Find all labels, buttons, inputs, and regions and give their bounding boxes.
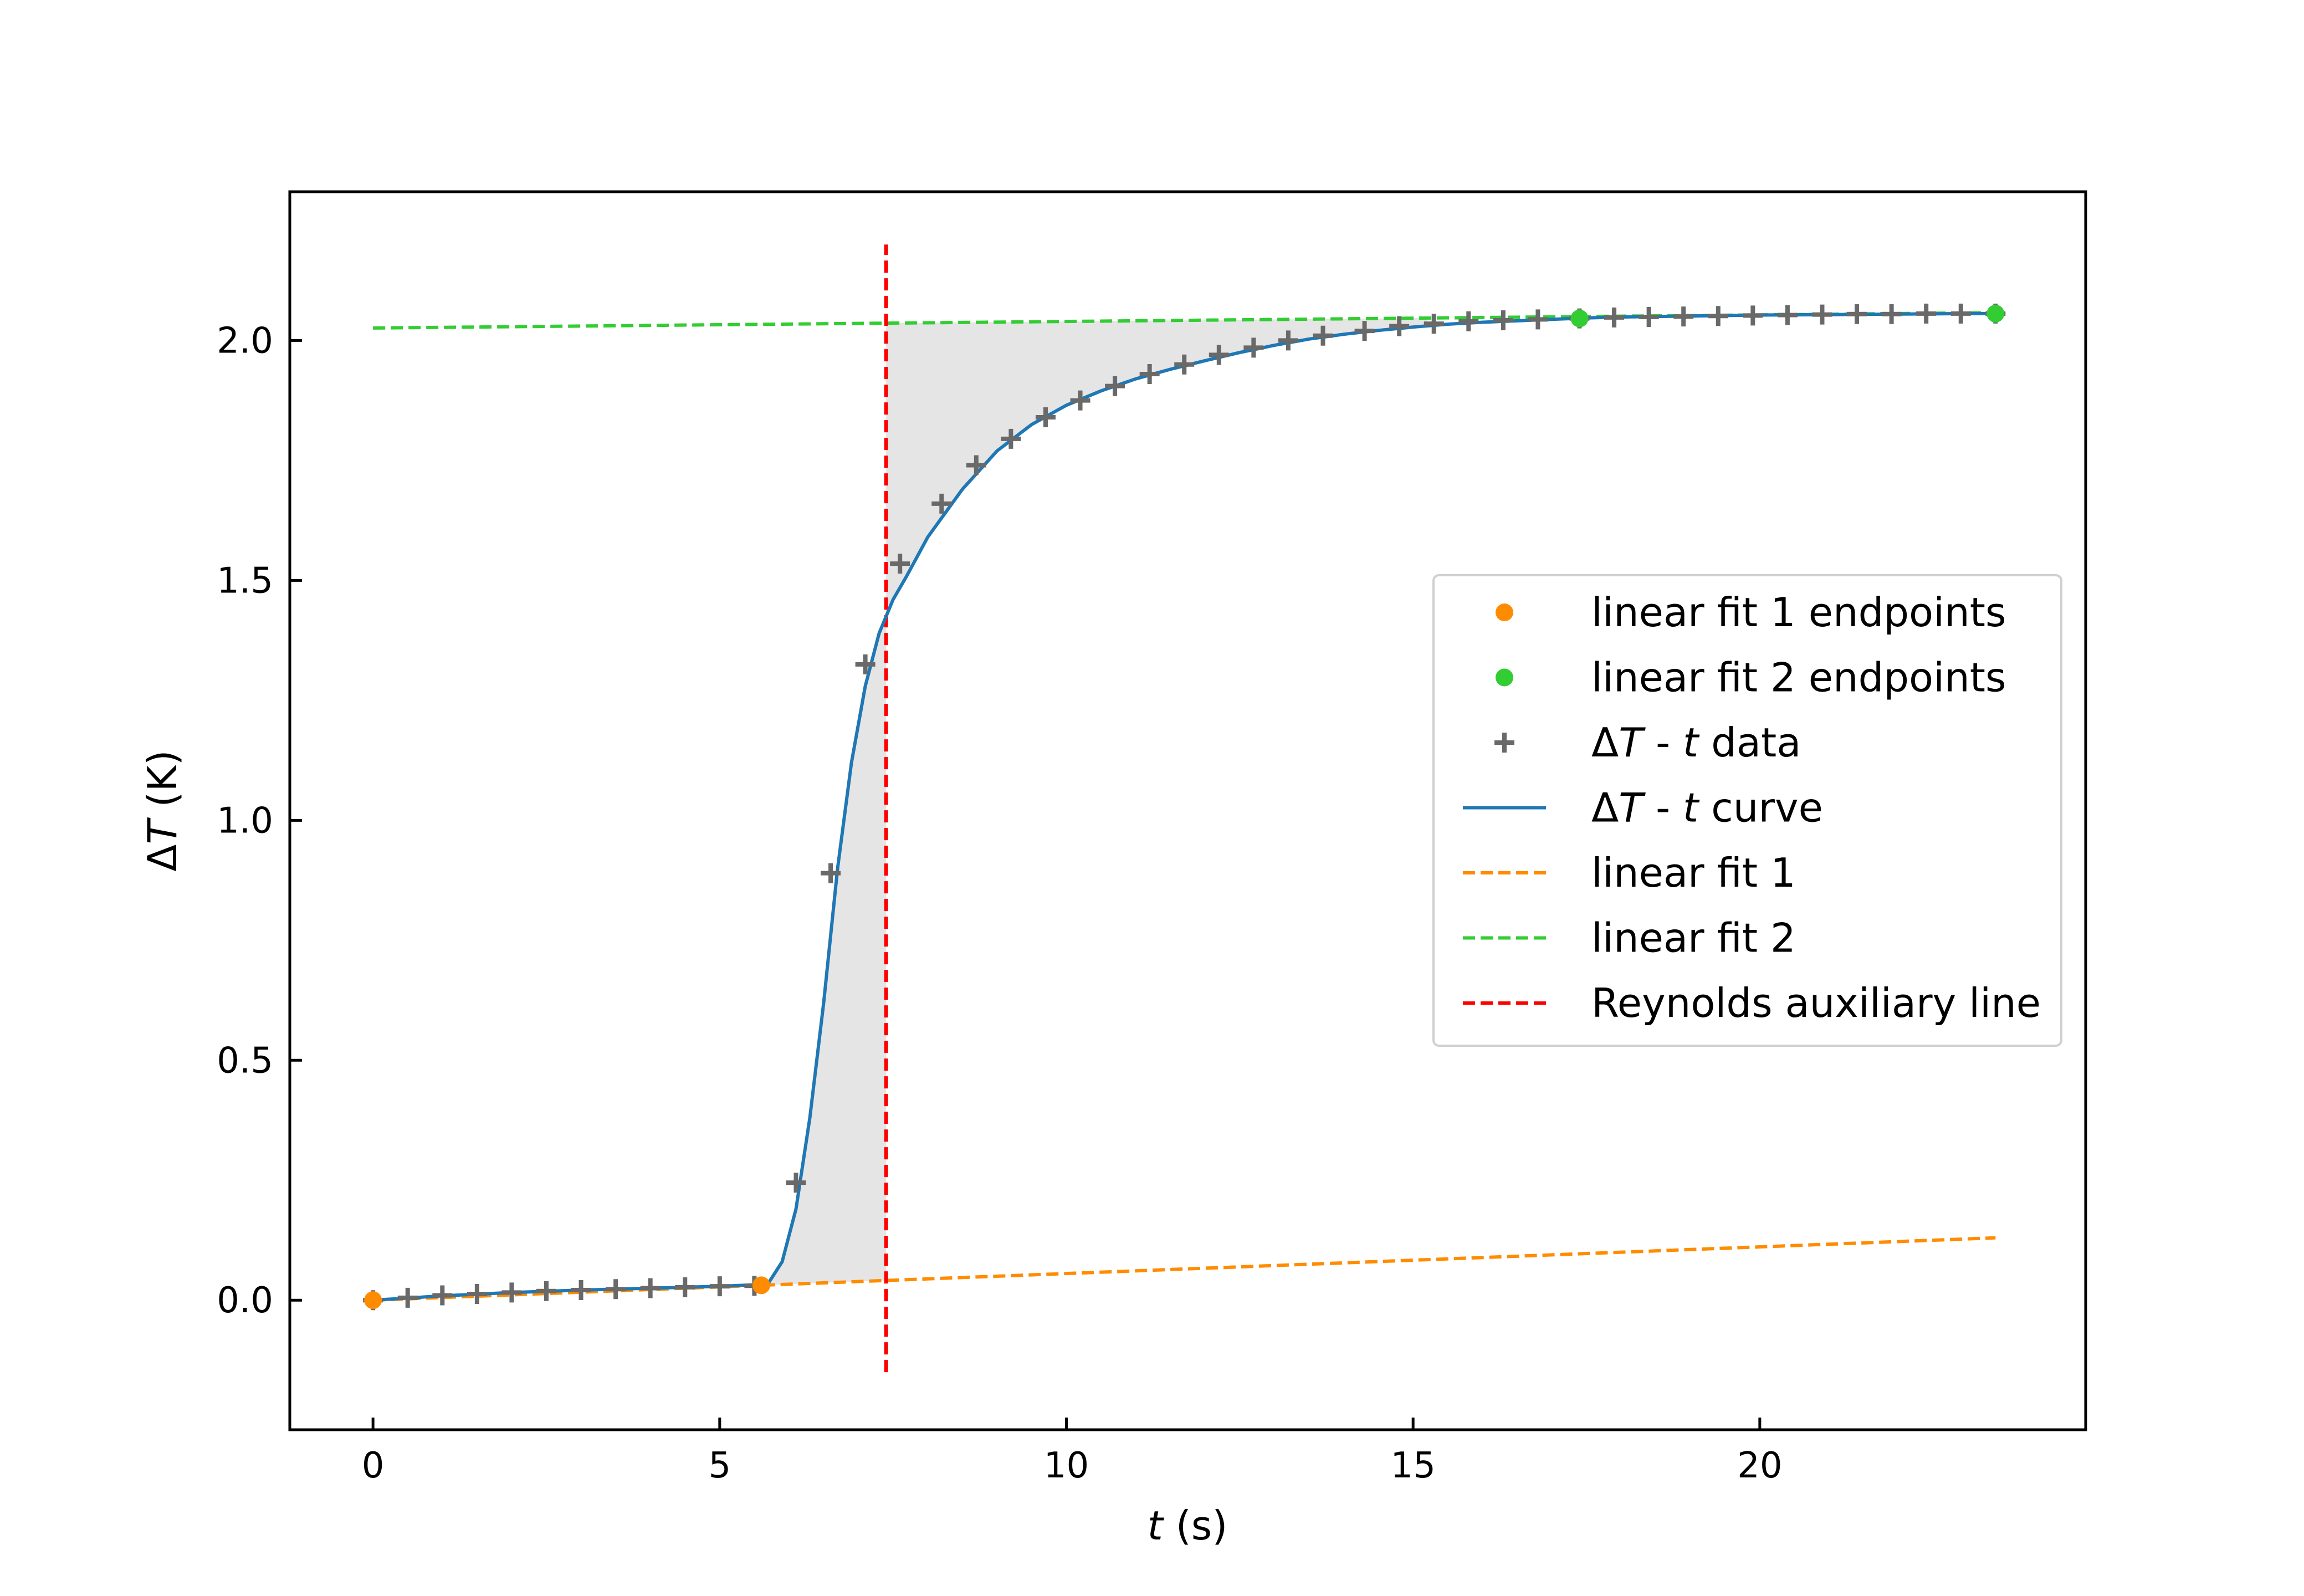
shaded-region: [761, 318, 1427, 1286]
data-point: [1070, 390, 1090, 411]
data-point: [1916, 303, 1937, 324]
data-point: [855, 654, 875, 674]
legend-item: Reynolds auxiliary line: [1463, 980, 2041, 1026]
x-tick-label: 5: [708, 1445, 731, 1486]
x-tick-label: 20: [1737, 1445, 1782, 1486]
data-point: [1105, 376, 1125, 396]
data-point: [1243, 337, 1264, 358]
ticks-layer: 0 5 10 15 20 0.0 0.5 1.0 1.5 2.0: [217, 320, 1782, 1486]
data-point: [1354, 321, 1375, 341]
data-point: [890, 554, 910, 574]
data-point: [536, 1281, 556, 1301]
legend-item: linear fit 2: [1463, 915, 1796, 961]
legend-label: linear fit 2 endpoints: [1591, 654, 2006, 701]
legend-label: linear fit 2: [1591, 915, 1796, 961]
plot-area: [363, 244, 2006, 1373]
fit-1-endpoint: [752, 1276, 770, 1295]
legend-item: ΔT - t curve: [1463, 785, 1823, 831]
x-axis-unit: (s): [1163, 1502, 1228, 1549]
shaded-area-right: [886, 318, 1427, 617]
data-point: [501, 1282, 522, 1303]
data-point: [1812, 304, 1832, 325]
data-point: [1847, 304, 1867, 324]
data-point: [675, 1277, 695, 1297]
data-point: [1743, 305, 1763, 326]
data-point: [1313, 325, 1333, 346]
y-tick-label: 2.0: [217, 320, 273, 361]
data-point: [640, 1278, 661, 1298]
y-axis-label: ΔT (K): [139, 750, 186, 872]
legend-item: ΔT - t data: [1494, 719, 1801, 766]
data-point: [606, 1279, 626, 1300]
data-point: [709, 1276, 730, 1297]
data-point: [966, 455, 986, 475]
x-axis-label: t (s): [1148, 1502, 1228, 1549]
data-point: [1139, 364, 1160, 385]
data-point: [1639, 306, 1659, 327]
data-point: [1604, 307, 1625, 328]
shaded-area-left: [761, 616, 887, 1286]
data-point: [432, 1285, 453, 1306]
data-point: [397, 1287, 418, 1308]
legend-dot-icon: [1496, 603, 1513, 621]
y-tick-label: 1.5: [217, 560, 273, 601]
data-point: [1777, 305, 1798, 325]
x-axis-var: t: [1148, 1502, 1165, 1549]
legend-dot-icon: [1496, 668, 1513, 687]
legend-item: linear fit 2 endpoints: [1496, 654, 2006, 701]
legend-items: linear fit 1 endpoints linear fit 2 endpo…: [1463, 589, 2041, 1026]
legend-label: linear fit 1 endpoints: [1591, 589, 2006, 636]
legend-label: linear fit 1: [1591, 850, 1796, 896]
data-point: [1708, 306, 1728, 326]
legend-frame: [1432, 574, 2062, 1047]
data-point: [1209, 345, 1229, 365]
data-point: [1278, 330, 1298, 351]
legend-item: linear fit 1 endpoints: [1496, 589, 2006, 636]
data-point: [1424, 314, 1444, 334]
data-point: [1458, 311, 1479, 331]
markers-layer: [363, 303, 2006, 1311]
legend-label: ΔT - t data: [1591, 719, 1801, 766]
data-point: [1174, 354, 1195, 375]
y-axis-unit: (K): [139, 750, 186, 820]
data-point: [931, 493, 952, 514]
fit-1-endpoint: [364, 1291, 382, 1309]
legend-label: ΔT - t curve: [1591, 785, 1823, 831]
legend: linear fit 1 endpoints linear fit 2 endpo…: [1432, 574, 2062, 1047]
y-axis-var: T: [139, 817, 186, 845]
y-tick-label: 0.5: [217, 1040, 273, 1081]
legend-item: linear fit 1: [1463, 850, 1796, 896]
y-axis-delta: Δ: [139, 845, 186, 872]
legend-label: Reynolds auxiliary line: [1591, 980, 2041, 1026]
data-point: [467, 1283, 487, 1304]
plot-frame: [288, 190, 2087, 1431]
data-point: [1035, 407, 1056, 427]
data-point: [821, 863, 841, 883]
y-tick-label: 1.0: [217, 800, 273, 841]
data-point: [1673, 306, 1694, 327]
data-point: [571, 1280, 591, 1301]
data-point: [1389, 316, 1410, 336]
data-point: [1493, 310, 1513, 331]
x-tick-label: 10: [1044, 1445, 1089, 1486]
data-point: [1528, 309, 1548, 330]
data-point: [1950, 303, 1971, 324]
y-tick-label: 0.0: [217, 1280, 273, 1321]
fit-2-endpoint: [1986, 304, 2005, 323]
data-point: [1001, 428, 1021, 449]
x-tick-label: 0: [362, 1445, 385, 1486]
x-tick-label: 15: [1390, 1445, 1435, 1486]
data-point: [786, 1173, 806, 1193]
fit-2-endpoint: [1570, 309, 1589, 328]
data-point: [1881, 304, 1902, 324]
legend-plus-icon: [1494, 733, 1514, 753]
